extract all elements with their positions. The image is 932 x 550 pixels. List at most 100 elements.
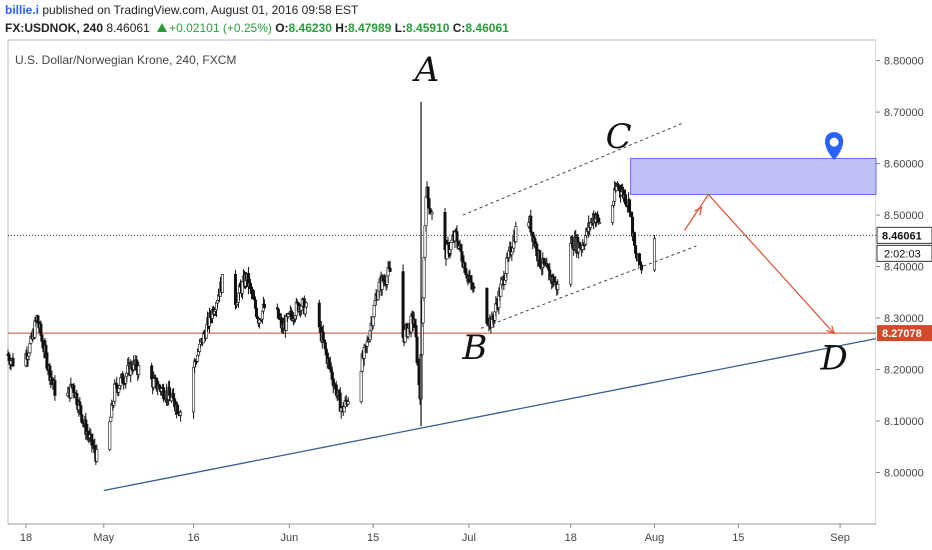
candle-body [108,421,112,450]
channel-lower-line [480,245,697,329]
x-tick-label: May [93,532,114,544]
plot-area [7,39,877,525]
projection-path [683,193,835,334]
candle-body [538,250,542,267]
candle-body [95,449,99,462]
y-tick-label: 8.30000 [884,313,924,325]
countdown-label: 2:02:03 [884,248,921,260]
ohlc-line: FX:USDNOK, 240 8.46061 +0.02101 (+0.25%)… [5,21,509,35]
y-tick-label: 8.40000 [884,262,924,274]
support-price-label: 8.27078 [882,328,922,340]
x-tick-label: 15 [367,532,379,544]
candle-body [372,305,376,318]
candle-body [388,267,392,272]
candle-body [472,286,476,289]
candle-body [262,303,266,309]
chart-header: billie.i published on TradingView.com, A… [0,0,932,40]
candle-body [233,273,237,305]
candle-body [179,411,183,416]
publish-line: billie.i published on TradingView.com, A… [5,3,358,17]
last-price-box [876,226,932,244]
candle-body [529,216,533,233]
candle-body [109,416,113,423]
x-tick-label: 15 [732,532,744,544]
candle-body [221,273,225,293]
candle-body [449,241,453,250]
low-label: L: [394,21,407,35]
up-arrow-icon [157,23,168,32]
arrow-head-up-icon [694,206,703,216]
candle-body [137,365,141,375]
trend-line [103,338,877,492]
candle-body [426,187,430,199]
support-price-box [877,325,932,342]
wave-label-b: B [461,328,487,368]
x-tick-label: 18 [20,532,32,544]
candle-body [422,256,426,299]
username-link[interactable]: billie.i [5,3,40,17]
x-tick-label: Sep [830,532,850,544]
candle-body [546,263,550,268]
candle-body [192,366,196,413]
candle-body [628,199,632,213]
candle-body [346,401,350,405]
x-tick-label: 16 [187,532,199,544]
candle-body [176,404,180,414]
candle-body [304,302,308,308]
candle-body [11,357,15,367]
candle-body [79,405,83,415]
y-tick-label: 8.10000 [884,416,924,428]
y-tick-label: 8.20000 [884,365,924,377]
location-pin-dot [829,137,839,147]
candle-body [653,238,657,271]
wave-label-d: D [819,339,847,379]
publish-info: published on TradingView.com, August 01,… [42,3,359,17]
close-value: 8.46061 [465,21,509,35]
candle-body [401,271,405,338]
candle-body [321,331,325,341]
price-axis [876,40,932,524]
candle-body [421,297,425,324]
candle-body [598,222,602,224]
candle-body [414,325,418,338]
candle-body [359,370,363,402]
y-tick-label: 8.80000 [884,56,924,68]
high-value: 8.47989 [347,21,392,35]
y-tick-label: 8.00000 [884,468,924,480]
y-tick-label: 8.50000 [884,210,924,222]
resistance-zone [630,157,877,195]
channel-upper-line [462,121,685,216]
candle-body [569,243,573,285]
candle-body [556,283,560,290]
symbol-label: FX:USDNOK, 240 [5,21,104,35]
close-label: C: [452,21,466,35]
x-tick-label: Aug [645,532,665,544]
last-price: 8.46061 [106,21,150,35]
candle-body [624,194,628,205]
high-label: H: [335,21,348,35]
candle-body [53,380,57,396]
x-tick-label: 18 [565,532,577,544]
arrow-head-down-icon [826,325,836,335]
wave-label-c: C [606,117,632,157]
price-change: +0.02101 (+0.25%) [169,21,272,35]
candle-body [430,212,434,215]
candle-body [117,387,121,393]
chart-title: U.S. Dollar/Norwegian Krone, 240, FXCM [15,53,237,67]
candle-body [152,378,156,388]
low-value: 8.45910 [406,21,450,35]
open-label: O: [275,21,289,35]
wave-label-a: A [412,50,440,90]
open-value: 8.46230 [288,21,332,35]
countdown-box [876,244,932,262]
candle-body [514,226,518,243]
candle-body [638,253,642,263]
candle-body [80,414,84,423]
x-tick-label: Jul [462,532,476,544]
y-tick-label: 8.60000 [884,159,924,171]
y-tick-label: 8.70000 [884,107,924,119]
x-tick-label: Jun [280,532,298,544]
last-price-label: 8.46061 [882,230,922,242]
candle-body [424,196,428,227]
